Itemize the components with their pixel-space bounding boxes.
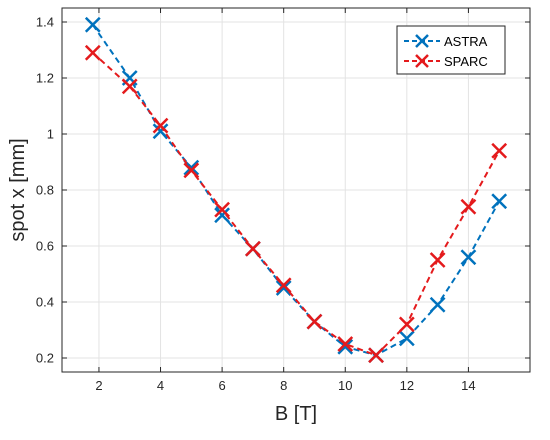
x-tick-label: 10 bbox=[338, 378, 352, 393]
data-point-sparc bbox=[398, 316, 415, 333]
y-tick-label: 0.4 bbox=[36, 295, 54, 310]
x-tick-labels: 2 4 6 8 10 12 14 bbox=[95, 378, 475, 393]
data-point-sparc bbox=[84, 44, 101, 61]
data-point-sparc bbox=[214, 201, 230, 218]
data-point-sparc bbox=[245, 240, 261, 257]
legend-marker-astra bbox=[415, 34, 429, 48]
data-point-astra bbox=[460, 249, 477, 266]
data-point-astra bbox=[337, 338, 354, 355]
data-point-sparc bbox=[306, 313, 323, 330]
data-point-sparc bbox=[491, 142, 508, 159]
x-tick-label: 8 bbox=[280, 378, 287, 393]
ticks bbox=[62, 8, 530, 372]
data-point-astra bbox=[398, 330, 415, 347]
x-tick-label: 14 bbox=[461, 378, 475, 393]
data-point-astra bbox=[152, 123, 169, 140]
legend-marker-sparc bbox=[415, 54, 429, 68]
x-tick-label: 4 bbox=[157, 378, 164, 393]
legend-box bbox=[396, 25, 506, 75]
y-axis-label: spot x [mm] bbox=[7, 138, 29, 241]
legend-x-marker bbox=[415, 34, 429, 48]
series-line-sparc bbox=[92, 52, 501, 357]
y-tick-label: 0.6 bbox=[36, 239, 54, 254]
legend-label-sparc: SPARC bbox=[444, 54, 488, 69]
y-tick-label: 0.8 bbox=[36, 183, 54, 198]
y-tick-label: 1.2 bbox=[36, 71, 54, 86]
x-tick-label: 6 bbox=[218, 378, 225, 393]
data-point-sparc bbox=[368, 347, 384, 364]
data-point-astra bbox=[429, 296, 446, 313]
y-tick-label: 1 bbox=[47, 127, 54, 142]
data-point-sparc bbox=[460, 198, 477, 215]
y-tick-label: 0.2 bbox=[36, 351, 54, 366]
data-point-astra bbox=[214, 207, 230, 224]
y-tick-labels: 0.2 0.4 0.6 0.8 1 1.2 1.4 bbox=[36, 15, 54, 366]
x-tick-label: 12 bbox=[400, 378, 414, 393]
data-point-sparc bbox=[337, 336, 354, 352]
data-point-astra bbox=[84, 16, 101, 33]
data-point-sparc bbox=[275, 277, 292, 294]
series-layer bbox=[84, 16, 508, 364]
y-tick-label: 1.4 bbox=[36, 15, 54, 30]
data-point-astra bbox=[275, 280, 292, 296]
grid bbox=[62, 8, 530, 372]
legend: ASTRA SPARC bbox=[396, 25, 506, 75]
x-axis-label: B [T] bbox=[275, 403, 317, 425]
data-point-astra bbox=[491, 193, 508, 210]
series-sparc bbox=[84, 44, 508, 364]
legend-x-marker bbox=[415, 54, 429, 68]
legend-label-astra: ASTRA bbox=[444, 34, 488, 49]
data-point-sparc bbox=[429, 252, 446, 268]
data-point-sparc bbox=[152, 117, 169, 134]
data-point-sparc bbox=[121, 78, 138, 95]
x-tick-label: 2 bbox=[95, 378, 102, 393]
data-point-sparc bbox=[183, 162, 200, 179]
